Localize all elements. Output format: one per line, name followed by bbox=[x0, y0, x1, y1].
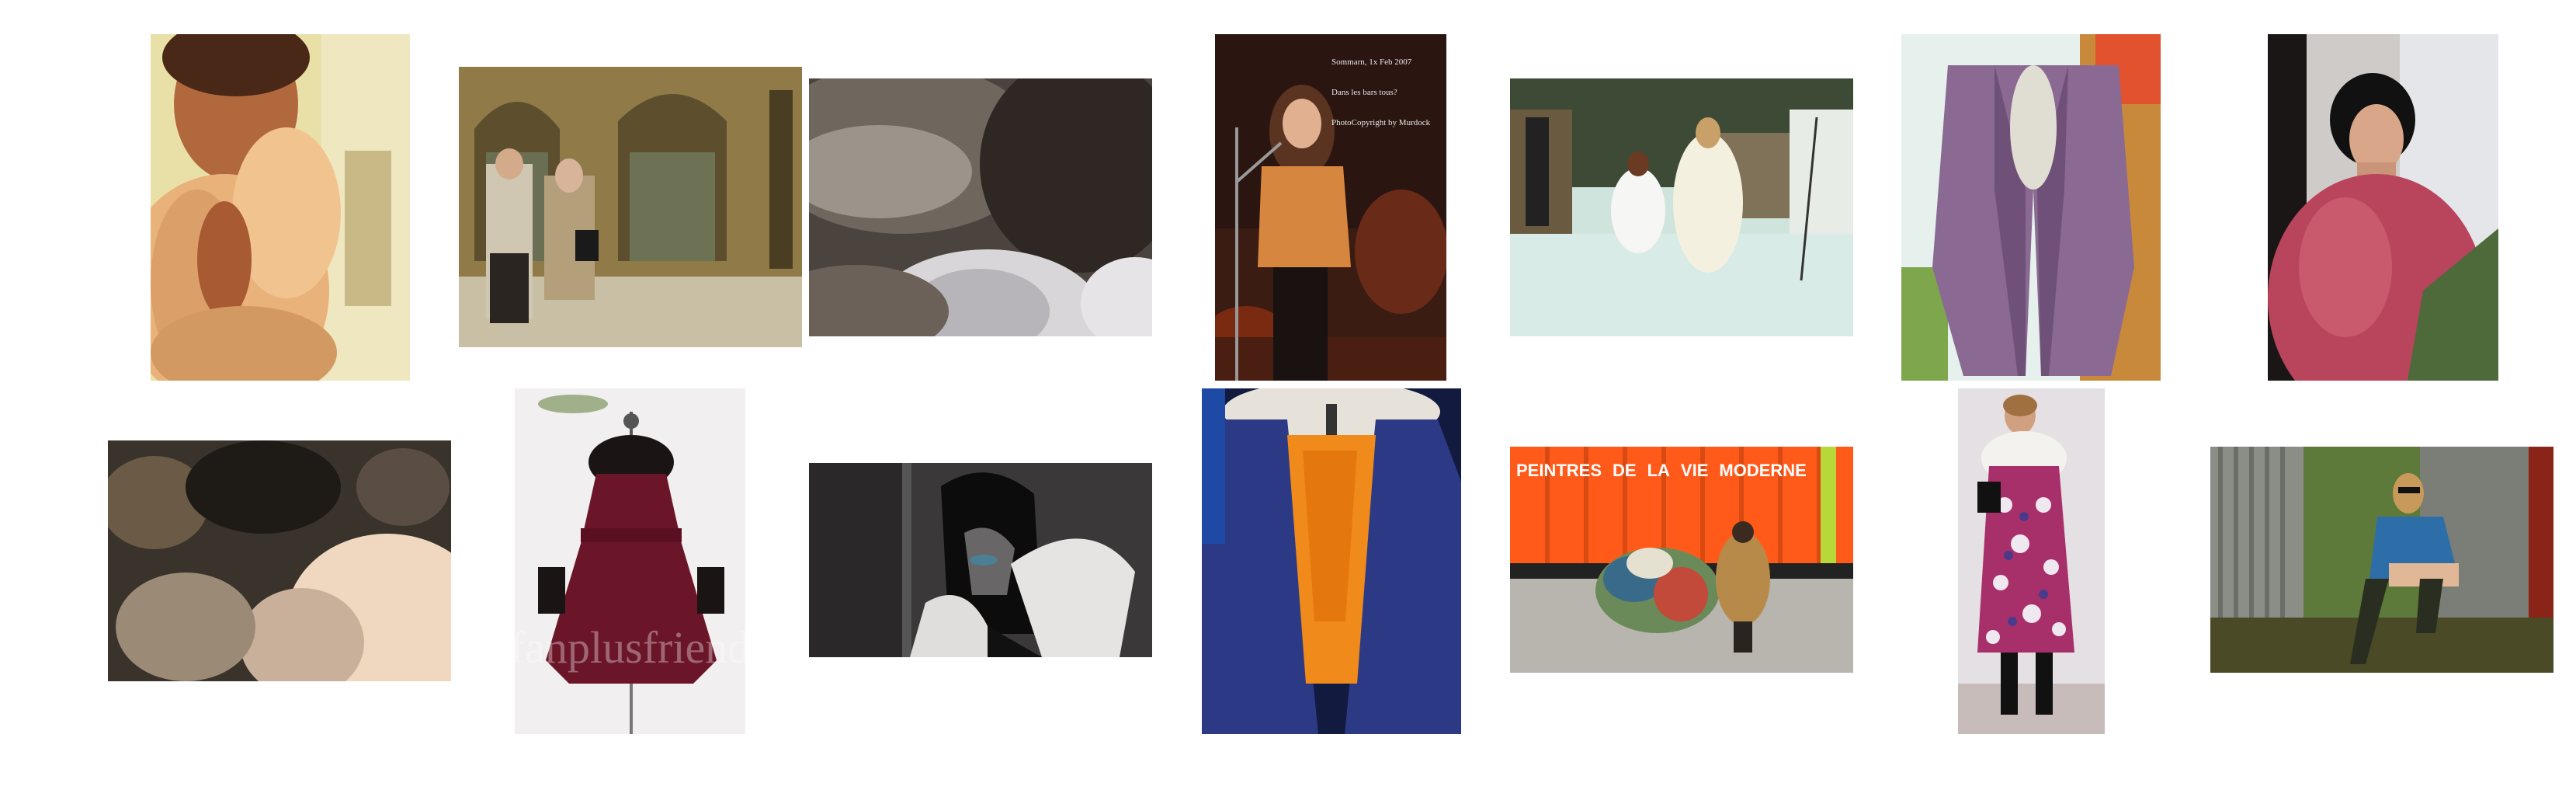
poster-word: PEINTRES bbox=[1516, 461, 1602, 480]
church-couple-photo bbox=[459, 67, 802, 347]
pink-top-photo bbox=[2268, 34, 2498, 381]
image-tile-parka[interactable] bbox=[1202, 388, 1461, 734]
poster-word: VIE bbox=[1680, 461, 1709, 480]
poster-word: LA bbox=[1647, 461, 1670, 480]
image-tile-anime-fur[interactable] bbox=[809, 463, 1152, 657]
tortoise-fur-photo bbox=[108, 440, 451, 681]
image-tile-concert-singer[interactable]: Sommarn, 1x Feb 2007 Dans les bars tous?… bbox=[1215, 34, 1446, 381]
image-tile-church-couple[interactable] bbox=[459, 67, 802, 347]
anime-fur-image bbox=[809, 463, 1152, 657]
image-tile-purple-cardigan[interactable] bbox=[1901, 34, 2161, 381]
burgundy-coat-photo bbox=[515, 388, 745, 734]
poster-word: MODERNE bbox=[1719, 461, 1807, 480]
concert-caption-line3: PhotoCopyright by Murdock bbox=[1331, 118, 1431, 127]
concert-caption-line2: Dans les bars tous? bbox=[1331, 88, 1397, 97]
grey-fur-photo bbox=[809, 78, 1152, 336]
image-tile-tortoise-fur[interactable] bbox=[108, 440, 451, 681]
white-coats-photo bbox=[1510, 78, 1853, 336]
orange-posters-photo bbox=[1510, 447, 1853, 673]
concert-caption-line1: Sommarn, 1x Feb 2007 bbox=[1331, 57, 1412, 67]
image-tile-pink-top[interactable] bbox=[2268, 34, 2498, 381]
image-tile-grey-fur[interactable] bbox=[809, 78, 1152, 336]
concert-caption: Sommarn, 1x Feb 2007 Dans les bars tous?… bbox=[1331, 37, 1430, 148]
image-tile-orange-posters[interactable]: PEINTRES DE LA VIE MODERNE bbox=[1510, 447, 1853, 673]
image-tile-denim-sitter[interactable] bbox=[2210, 447, 2553, 673]
parka-photo bbox=[1202, 388, 1461, 734]
poster-word: DE bbox=[1613, 461, 1637, 480]
image-tile-burgundy-coat[interactable]: fanplusfriend bbox=[515, 388, 745, 734]
feather-boa-photo bbox=[151, 34, 410, 381]
purple-cardigan-photo bbox=[1901, 34, 2161, 381]
patterned-coat-photo bbox=[1958, 388, 2105, 734]
concert-singer-photo bbox=[1215, 34, 1446, 381]
denim-sitter-photo bbox=[2210, 447, 2553, 673]
coat-watermark: fanplusfriend bbox=[515, 622, 745, 673]
poster-words: PEINTRES DE LA VIE MODERNE bbox=[1510, 461, 1853, 481]
image-tile-patterned-coat[interactable] bbox=[1958, 388, 2105, 734]
image-tile-white-coats[interactable] bbox=[1510, 78, 1853, 336]
image-tile-feather-boa[interactable] bbox=[151, 34, 410, 381]
